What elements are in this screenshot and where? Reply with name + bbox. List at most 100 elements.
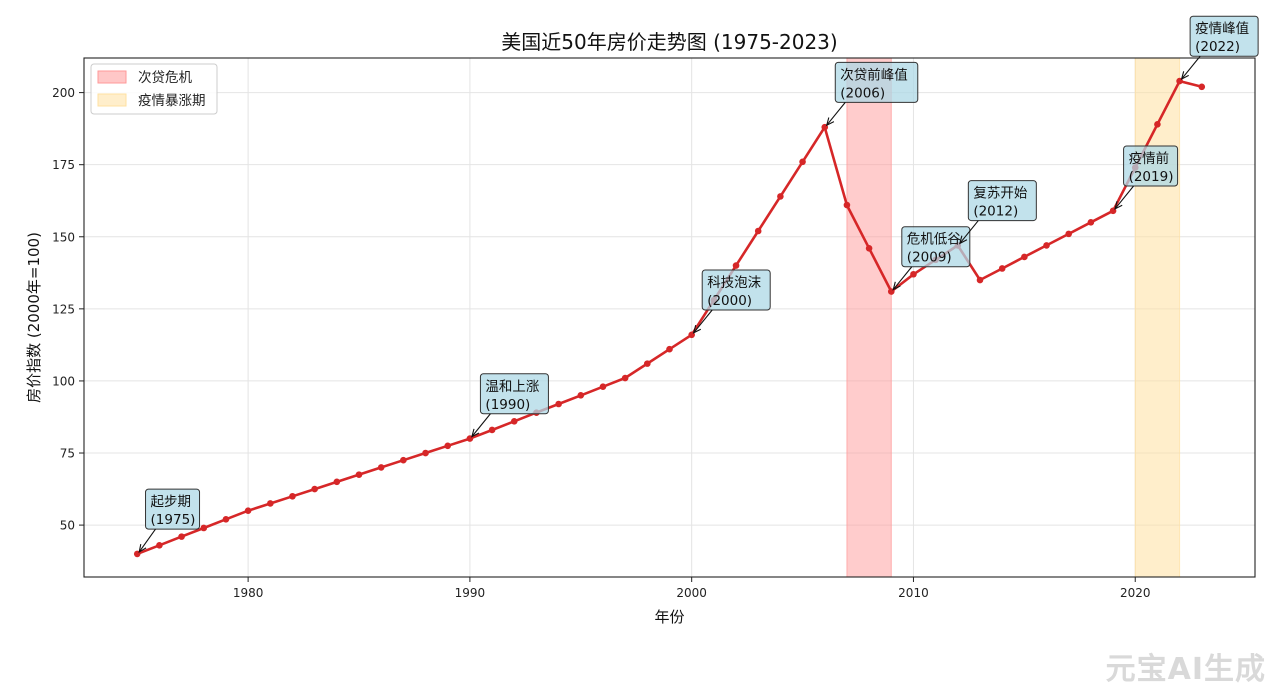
annotation-label: 疫情前 xyxy=(1129,150,1170,167)
annotation-arrowhead xyxy=(825,117,835,127)
plot-frame xyxy=(83,57,1256,578)
annotation-arrow xyxy=(959,220,979,244)
data-point xyxy=(754,227,762,235)
annotation-arrowhead xyxy=(1114,200,1123,210)
data-point xyxy=(333,478,341,486)
data-point xyxy=(621,374,629,382)
shaded-region-2 xyxy=(1134,57,1181,578)
annotation-arrow xyxy=(138,528,156,553)
data-point xyxy=(311,485,318,493)
annotation-arrow xyxy=(1181,55,1201,80)
data-point xyxy=(1021,253,1028,261)
data-point xyxy=(577,392,585,399)
data-point xyxy=(200,524,208,532)
data-point xyxy=(1087,219,1095,226)
data-point xyxy=(1065,230,1073,238)
data-point xyxy=(355,471,363,478)
data-point xyxy=(843,201,851,209)
x-tick-label: 1980 xyxy=(233,586,264,600)
shaded-region-1 xyxy=(846,57,892,578)
data-point xyxy=(266,500,274,507)
legend-swatch xyxy=(97,93,127,107)
annotation-arrowhead xyxy=(692,324,702,334)
annotation-box xyxy=(701,269,771,311)
data-point xyxy=(244,507,252,514)
data-point xyxy=(998,265,1006,272)
y-tick-label: 125 xyxy=(52,302,75,316)
annotation-label: 温和上涨 xyxy=(485,379,539,395)
data-point xyxy=(732,262,740,269)
watermark-text: 元宝AI生成 xyxy=(1105,652,1266,687)
annotation-box xyxy=(145,488,201,530)
y-tick-label: 175 xyxy=(52,158,75,172)
y-tick-label: 100 xyxy=(52,374,75,388)
y-axis-label: 房价指数 (2000年=100) xyxy=(25,232,43,403)
data-point xyxy=(1043,242,1050,249)
data-point xyxy=(1154,121,1161,128)
annotation-arrow xyxy=(892,266,913,290)
annotation-box xyxy=(1123,145,1179,187)
x-axis-label: 年份 xyxy=(654,608,684,626)
annotation-arrowhead xyxy=(138,543,147,554)
x-tick-label: 1990 xyxy=(455,586,486,600)
data-point xyxy=(510,418,518,425)
data-point xyxy=(488,426,496,434)
annotation-year: (2022) xyxy=(1195,39,1240,55)
annotation-year: (1990) xyxy=(485,397,530,413)
annotation-arrowhead xyxy=(892,281,901,291)
x-tick-label: 2010 xyxy=(898,586,929,600)
annotation-box xyxy=(1189,15,1259,57)
legend-label: 次贷危机 xyxy=(138,70,192,86)
data-point xyxy=(377,464,385,471)
y-tick-label: 50 xyxy=(60,519,75,533)
data-point xyxy=(156,541,163,549)
annotation-arrow xyxy=(471,413,491,437)
data-point xyxy=(178,533,185,540)
annotation-label: 疫情峰值 xyxy=(1195,21,1249,37)
annotation-box xyxy=(479,373,549,415)
data-point xyxy=(666,345,673,353)
annotation-year: (1975) xyxy=(151,512,196,528)
annotation-label: 危机低谷 xyxy=(907,232,961,248)
data-point xyxy=(865,245,873,252)
annotation-year: (2009) xyxy=(907,250,952,266)
data-point xyxy=(222,516,230,523)
annotation-arrow xyxy=(826,102,846,126)
legend-swatch xyxy=(97,70,127,84)
annotation-label: 科技泡沫 xyxy=(707,275,761,291)
data-point xyxy=(555,400,562,408)
y-tick-label: 150 xyxy=(52,230,75,244)
annotation-box xyxy=(967,180,1037,222)
data-point xyxy=(599,383,607,391)
data-point xyxy=(289,492,296,500)
annotation-year: (2000) xyxy=(707,293,752,309)
data-point xyxy=(644,360,651,367)
annotation-label: 次贷前峰值 xyxy=(840,66,908,83)
data-point xyxy=(799,158,806,166)
annotation-arrowhead xyxy=(958,235,968,245)
annotation-arrow xyxy=(693,309,713,334)
y-tick-label: 200 xyxy=(52,86,75,100)
annotation-label: 起步期 xyxy=(151,494,192,510)
annotation-label: 复苏开始 xyxy=(973,185,1027,202)
data-point xyxy=(400,456,407,464)
y-tick-label: 75 xyxy=(60,447,75,461)
series-line xyxy=(136,79,1203,556)
data-point xyxy=(444,442,452,450)
x-tick-label: 2020 xyxy=(1120,586,1151,600)
annotation-arrowhead xyxy=(1180,71,1189,81)
annotation-arrow xyxy=(1114,185,1135,210)
data-point xyxy=(422,449,429,457)
annotation-box xyxy=(834,61,919,103)
x-tick-label: 2000 xyxy=(676,586,707,600)
annotation-year: (2019) xyxy=(1129,169,1174,185)
chart-title: 美国近50年房价走势图 (1975-2023) xyxy=(501,30,837,54)
annotation-arrowhead xyxy=(471,428,480,438)
data-point xyxy=(1198,83,1206,91)
data-point xyxy=(777,193,784,200)
annotation-year: (2006) xyxy=(840,85,885,101)
annotation-year: (2012) xyxy=(973,204,1018,220)
